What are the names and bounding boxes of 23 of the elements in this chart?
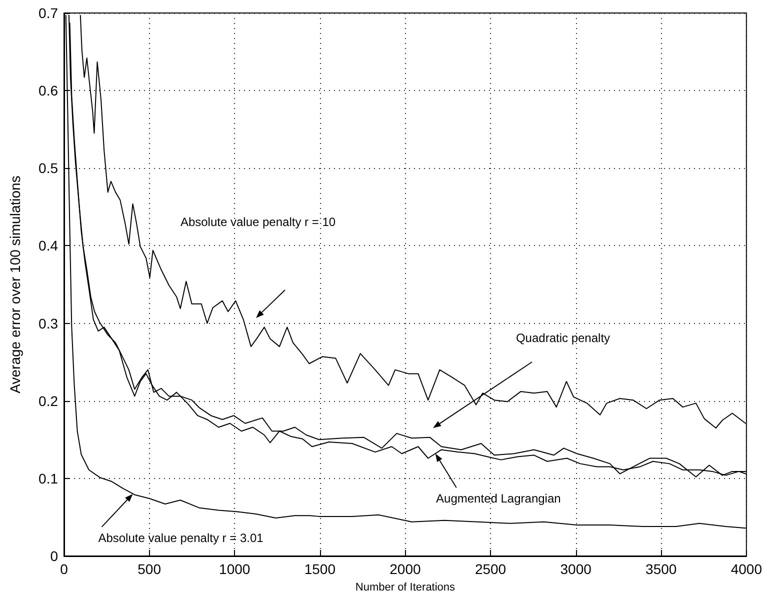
- y-tick-label: 0.6: [38, 82, 58, 99]
- annotation: Augmented Lagrangian: [436, 492, 561, 506]
- y-tick-label: 0.3: [38, 315, 58, 332]
- annotation: Absolute value penalty r = 3.01: [98, 530, 264, 545]
- x-tick-label: 1500: [304, 561, 336, 577]
- x-tick-label: 500: [138, 561, 162, 577]
- x-axis-title: Number of Iterations: [355, 582, 456, 594]
- x-tick-label: 3500: [646, 561, 677, 577]
- y-tick-label: 0.7: [38, 5, 58, 21]
- x-tick-label: 4000: [730, 561, 762, 577]
- y-axis-title: Average error over 100 simulations: [7, 176, 23, 394]
- y-tick-label: 0.1: [38, 470, 58, 486]
- x-tick-label: 2500: [474, 561, 506, 577]
- annotation: Absolute value penalty r = 10: [180, 215, 336, 229]
- x-tick-label: 1000: [219, 561, 250, 577]
- annotation: Quadratic penalty: [516, 331, 610, 345]
- x-tick-label: 0: [60, 561, 68, 577]
- y-tick-label: 0.5: [38, 160, 58, 176]
- x-tick-label: 3000: [560, 561, 592, 577]
- y-tick-label: 0.4: [38, 238, 58, 254]
- y-tick-label: 0.2: [38, 392, 58, 409]
- x-tick-label: 2000: [390, 561, 421, 577]
- y-tick-label: 0: [50, 548, 58, 564]
